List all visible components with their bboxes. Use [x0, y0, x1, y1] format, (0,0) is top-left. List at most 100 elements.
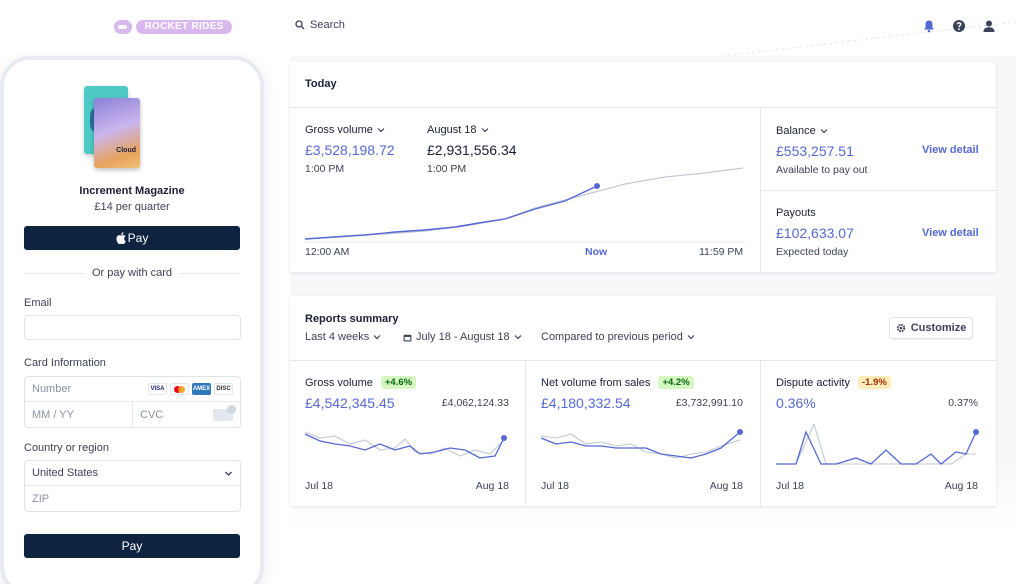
net-volume-tile[interactable]: Net volume from sales +4.2% £4,180,332.5…	[525, 360, 760, 506]
zip-field[interactable]: ZIP	[25, 486, 240, 511]
change-badge: +4.6%	[380, 376, 417, 389]
pay-button[interactable]: Pay	[24, 534, 240, 558]
address-group: United States ZIP	[24, 460, 241, 512]
compare-value: £2,931,556.34	[427, 142, 517, 158]
gross-volume-selector[interactable]: Gross volume	[305, 124, 385, 136]
today-card: Today Gross volume £3,528,198.72 1:00 PM…	[290, 62, 996, 272]
tile-axis-end: Aug 18	[475, 480, 509, 492]
compare-date-selector[interactable]: August 18	[427, 124, 489, 136]
current-period-line	[776, 430, 977, 465]
current-period-line	[305, 433, 505, 459]
user-icon[interactable]	[982, 19, 996, 33]
country-select[interactable]: United States	[25, 461, 240, 486]
card-number-placeholder: Number	[32, 383, 72, 395]
end-point	[973, 429, 979, 435]
gross-volume-time: 1:00 PM	[305, 163, 345, 175]
payouts-value: £102,633.07	[776, 225, 854, 241]
chevron-down-icon	[225, 471, 232, 476]
gross-volume-tile[interactable]: Gross volume +4.6% £4,542,345.45 £4,062,…	[290, 360, 525, 506]
email-value	[25, 316, 240, 341]
tile-previous-value: 0.37%	[948, 397, 978, 409]
chevron-down-icon	[687, 335, 695, 340]
tile-label: Gross volume	[305, 376, 373, 389]
today-volume-chart	[305, 167, 745, 243]
tile-value: £4,180,332.54	[541, 395, 631, 411]
today-title: Today	[305, 78, 337, 90]
tile-value: 0.36%	[776, 395, 816, 411]
magazine-cover-text: Cloud	[116, 147, 136, 154]
change-badge: -1.9%	[857, 376, 891, 389]
previous-period-line	[541, 433, 741, 459]
apple-icon	[116, 232, 126, 244]
calendar-icon	[403, 334, 412, 341]
dispute-activity-sparkline	[776, 424, 979, 465]
tile-axis-start: Jul 18	[776, 480, 805, 492]
customize-button[interactable]: Customize	[889, 317, 973, 339]
visa-icon: VISA	[148, 383, 167, 395]
previous-period-line	[776, 424, 976, 465]
now-point	[594, 183, 600, 189]
card-brand-icons: VISA AMEX DISC	[148, 383, 233, 395]
card-info-label: Card Information	[24, 357, 106, 369]
brand-name: ROCKET RIDES	[136, 20, 232, 34]
balance-view-detail-link[interactable]: View detail	[922, 144, 979, 156]
gross-volume-sparkline	[305, 431, 507, 459]
compare-filter-label: Compared to previous period	[541, 331, 683, 343]
reports-title: Reports summary	[305, 313, 399, 325]
divider	[760, 107, 761, 272]
product-name: Increment Magazine	[79, 185, 185, 197]
search-placeholder: Search	[310, 19, 345, 31]
gross-volume-value: £3,528,198.72	[305, 142, 395, 158]
chevron-down-icon	[820, 129, 828, 134]
gross-volume-label: Gross volume	[305, 124, 373, 136]
apple-pay-button[interactable]: Pay	[24, 226, 240, 250]
email-field[interactable]	[24, 315, 241, 340]
tile-previous-value: £4,062,124.33	[441, 397, 509, 409]
tile-axis-start: Jul 18	[305, 480, 334, 492]
divider	[290, 107, 996, 108]
range-filter-label: Last 4 weeks	[305, 331, 370, 343]
search-bar[interactable]: Search	[295, 19, 345, 31]
tile-axis-end: Aug 18	[944, 480, 978, 492]
date-filter[interactable]: July 18 - August 18	[403, 331, 522, 343]
mastercard-icon	[170, 383, 189, 395]
divider	[290, 360, 996, 361]
axis-start-label: 12:00 AM	[305, 246, 350, 258]
balance-value: £553,257.51	[776, 143, 854, 159]
tile-axis-end: Aug 18	[709, 480, 743, 492]
balance-selector[interactable]: Balance	[776, 125, 828, 137]
divider-text: Or pay with card	[91, 267, 173, 279]
country-label: Country or region	[24, 442, 109, 454]
cvc-field[interactable]: CVC	[132, 402, 240, 427]
amex-icon: AMEX	[192, 383, 211, 395]
zip-placeholder: ZIP	[32, 492, 50, 505]
help-icon[interactable]	[952, 19, 966, 33]
balance-sub: Available to pay out	[776, 164, 868, 176]
card-info-group: Number VISA AMEX DISC MM / YY CVC	[24, 376, 241, 428]
chevron-down-icon	[373, 335, 381, 340]
divider	[760, 360, 761, 506]
chevron-down-icon	[514, 335, 521, 340]
compare-line	[305, 167, 744, 240]
payouts-view-detail-link[interactable]: View detail	[922, 227, 979, 239]
balance-label: Balance	[776, 125, 816, 137]
payouts-label: Payouts	[776, 207, 816, 219]
or-divider: Or pay with card	[24, 267, 240, 279]
compare-filter[interactable]: Compared to previous period	[541, 331, 695, 343]
range-filter[interactable]: Last 4 weeks	[305, 331, 381, 343]
expiry-field[interactable]: MM / YY	[25, 402, 132, 427]
dispute-activity-tile[interactable]: Dispute activity -1.9% 0.36% 0.37% Jul 1…	[760, 360, 996, 506]
magazine-cover-image: Cloud	[84, 86, 142, 170]
brand-logo[interactable]: ROCKET RIDES	[114, 19, 232, 35]
pay-button-label: Pay	[121, 539, 143, 553]
current-period-line	[541, 431, 741, 459]
card-number-field[interactable]: Number VISA AMEX DISC	[25, 377, 240, 402]
end-point	[501, 435, 507, 441]
chevron-down-icon	[481, 128, 488, 133]
tile-label-row: Gross volume +4.6%	[305, 376, 417, 389]
tile-value: £4,542,345.45	[305, 395, 395, 411]
change-badge: +4.2%	[658, 376, 694, 389]
apple-pay-label: Pay	[127, 231, 149, 245]
bell-icon[interactable]	[922, 19, 936, 33]
net-volume-sparkline	[541, 429, 743, 459]
